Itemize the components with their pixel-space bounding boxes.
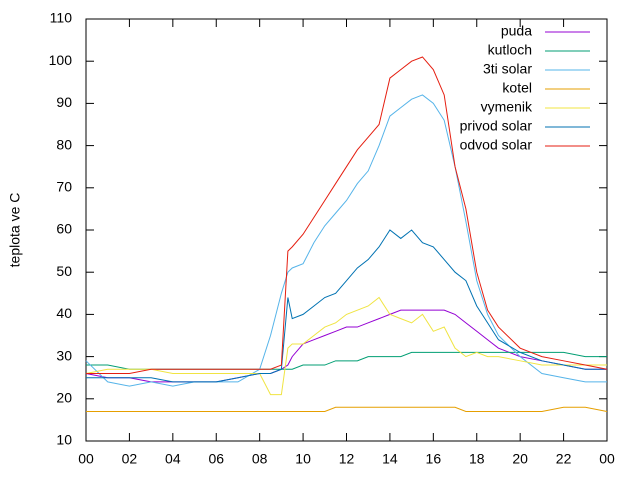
series-line [86,229,607,383]
x-tick-label: 18 [469,451,485,467]
y-tick-label: 110 [50,10,73,26]
x-tick-label: 16 [426,451,442,467]
x-tick-label: 20 [512,451,528,467]
legend-label: kotel [502,80,532,96]
y-tick-label: 100 [49,52,73,68]
y-tick-label: 80 [56,136,72,152]
x-tick-label: 08 [252,451,268,467]
legend-label: puda [501,23,532,39]
legend-label: kutloch [488,42,532,58]
y-axis-label: teplota ve C [7,193,23,268]
y-tick-label: 50 [56,263,72,279]
x-tick-label: 10 [295,451,311,467]
series-line [86,351,607,370]
y-tick-label: 10 [56,432,72,448]
x-tick-label: 22 [556,451,572,467]
series-line [85,296,607,396]
x-tick-label: 12 [339,451,355,467]
series-line [86,406,608,412]
series-line [85,309,607,383]
y-tick-label: 70 [56,179,72,195]
y-tick-label: 20 [56,390,72,406]
x-tick-label: 00 [78,451,94,467]
y-tick-label: 60 [56,221,72,237]
x-tick-label: 04 [165,451,181,467]
legend-label: odvod solar [460,137,533,153]
legend-label: 3ti solar [483,61,532,77]
x-tick-label: 14 [382,451,398,467]
legend-label: vymenik [481,99,533,115]
y-tick-label: 40 [56,305,72,321]
legend-label: privod solar [460,118,533,134]
series-line [86,56,608,374]
x-tick-label: 00 [599,451,615,467]
x-tick-label: 06 [208,451,224,467]
y-tick-label: 90 [56,94,72,110]
y-tick-label: 30 [56,347,72,363]
x-tick-label: 02 [122,451,138,467]
